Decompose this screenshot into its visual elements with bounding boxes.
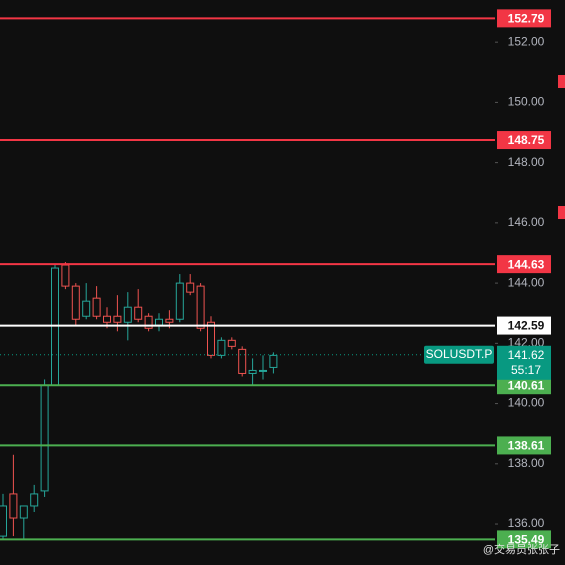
candle-body — [217, 339, 226, 356]
price-label: 141.62 — [508, 348, 545, 362]
level-label: 138.61 — [508, 439, 545, 453]
level-label-bg — [497, 530, 551, 549]
edge-marker — [558, 206, 565, 219]
candle-body — [51, 267, 59, 387]
candle-body — [259, 369, 267, 372]
candle-body — [207, 321, 215, 356]
y-tick-label: 152.00 — [508, 34, 545, 48]
candle-body — [144, 315, 153, 329]
candle-body — [134, 306, 143, 320]
level-label: 140.61 — [508, 378, 545, 392]
candle-body — [30, 493, 39, 507]
candle-body — [40, 385, 49, 492]
countdown-label: 55:17 — [511, 363, 541, 377]
candle-body — [123, 306, 132, 323]
candle-body — [186, 282, 195, 293]
candle-body — [165, 318, 174, 323]
candle-body — [82, 300, 91, 317]
candle-body — [113, 315, 122, 323]
y-tick-label: 148.00 — [508, 155, 545, 169]
level-label-bg — [497, 9, 551, 28]
level-label: 144.63 — [508, 257, 545, 271]
candle-body — [0, 505, 7, 537]
candle-body — [248, 369, 257, 374]
y-tick-label: 140.00 — [508, 396, 545, 410]
y-tick-label: 150.00 — [508, 95, 545, 109]
level-label: 142.59 — [508, 319, 545, 333]
candle-body — [175, 282, 184, 320]
candle-body — [103, 315, 111, 323]
level-label: 135.49 — [508, 533, 545, 547]
level-label-bg — [497, 131, 551, 150]
y-tick-label: 144.00 — [508, 275, 545, 289]
level-label-bg — [497, 436, 551, 455]
candle-body — [238, 348, 247, 374]
level-label-bg — [497, 376, 551, 395]
candle-body — [227, 339, 236, 347]
watermark: @交易员张张子 — [483, 542, 560, 556]
symbol-label: SOLUSDT.P — [426, 347, 493, 361]
candle-body — [92, 297, 101, 317]
candle-body — [196, 285, 205, 329]
edge-marker — [558, 75, 565, 88]
level-label-bg — [497, 316, 551, 335]
y-tick-label: 138.00 — [508, 456, 545, 470]
candle-body — [155, 318, 163, 326]
candle-body — [9, 493, 18, 519]
y-tick-label: 136.00 — [508, 516, 545, 530]
candle-body — [61, 264, 70, 287]
level-label: 148.75 — [508, 133, 545, 147]
price-label-bg — [497, 345, 551, 380]
level-label-bg — [497, 255, 551, 274]
candle-body — [19, 505, 28, 519]
candle-body — [71, 285, 80, 320]
symbol-label-bg — [424, 345, 494, 364]
candle-body — [269, 354, 278, 368]
y-tick-label: 146.00 — [508, 215, 545, 229]
level-label: 152.79 — [508, 12, 545, 26]
